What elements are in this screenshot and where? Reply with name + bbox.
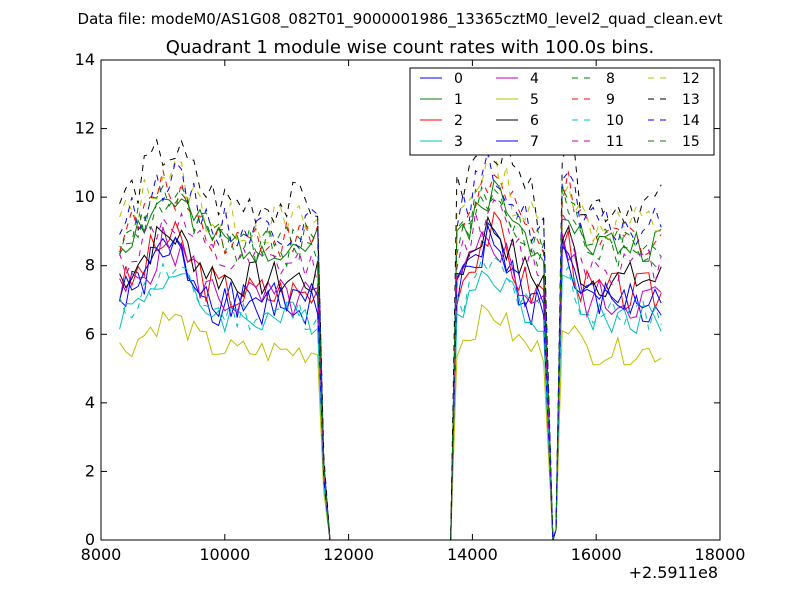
legend-label-5: 5 bbox=[530, 92, 539, 108]
legend-label-6: 6 bbox=[530, 113, 539, 129]
legend-label-8: 8 bbox=[606, 71, 615, 87]
x-tick-label: 14000 bbox=[447, 545, 498, 564]
legend-label-9: 9 bbox=[606, 92, 615, 108]
legend-label-4: 4 bbox=[530, 71, 539, 87]
series-line-14 bbox=[119, 151, 662, 541]
x-tick-label: 8000 bbox=[81, 545, 122, 564]
x-tick-label: 18000 bbox=[695, 545, 746, 564]
legend-label-7: 7 bbox=[530, 134, 539, 150]
legend-label-13: 13 bbox=[682, 92, 700, 108]
y-tick-label: 4 bbox=[85, 393, 95, 412]
series-line-9 bbox=[119, 170, 662, 541]
legend-label-2: 2 bbox=[454, 113, 463, 129]
suptitle: Data file: modeM0/AS1G08_082T01_90000019… bbox=[78, 10, 723, 29]
x-tick-label: 10000 bbox=[199, 545, 250, 564]
legend-label-3: 3 bbox=[454, 134, 463, 150]
y-tick-label: 14 bbox=[75, 50, 95, 69]
legend-label-1: 1 bbox=[454, 92, 463, 108]
y-tick-label: 6 bbox=[85, 324, 95, 343]
legend-label-0: 0 bbox=[454, 71, 463, 87]
series-line-15 bbox=[119, 184, 662, 541]
y-tick-label: 0 bbox=[85, 530, 95, 549]
x-offset-label: +2.5911e8 bbox=[629, 563, 718, 582]
legend-label-14: 14 bbox=[682, 113, 700, 129]
chart-title: Quadrant 1 module wise count rates with … bbox=[166, 37, 655, 58]
x-tick-label: 16000 bbox=[571, 545, 622, 564]
x-tick-label: 12000 bbox=[323, 545, 374, 564]
y-tick-label: 10 bbox=[75, 187, 95, 206]
legend-label-11: 11 bbox=[606, 134, 624, 150]
legend-label-15: 15 bbox=[682, 134, 700, 150]
x-axis: 8000 10000 12000 14000 16000 18000 bbox=[81, 60, 746, 564]
y-tick-label: 8 bbox=[85, 256, 95, 275]
y-tick-label: 2 bbox=[85, 461, 95, 480]
y-tick-label: 12 bbox=[75, 119, 95, 138]
legend-label-10: 10 bbox=[606, 113, 624, 129]
legend-label-12: 12 bbox=[682, 71, 700, 87]
axes-frame bbox=[100, 59, 721, 541]
